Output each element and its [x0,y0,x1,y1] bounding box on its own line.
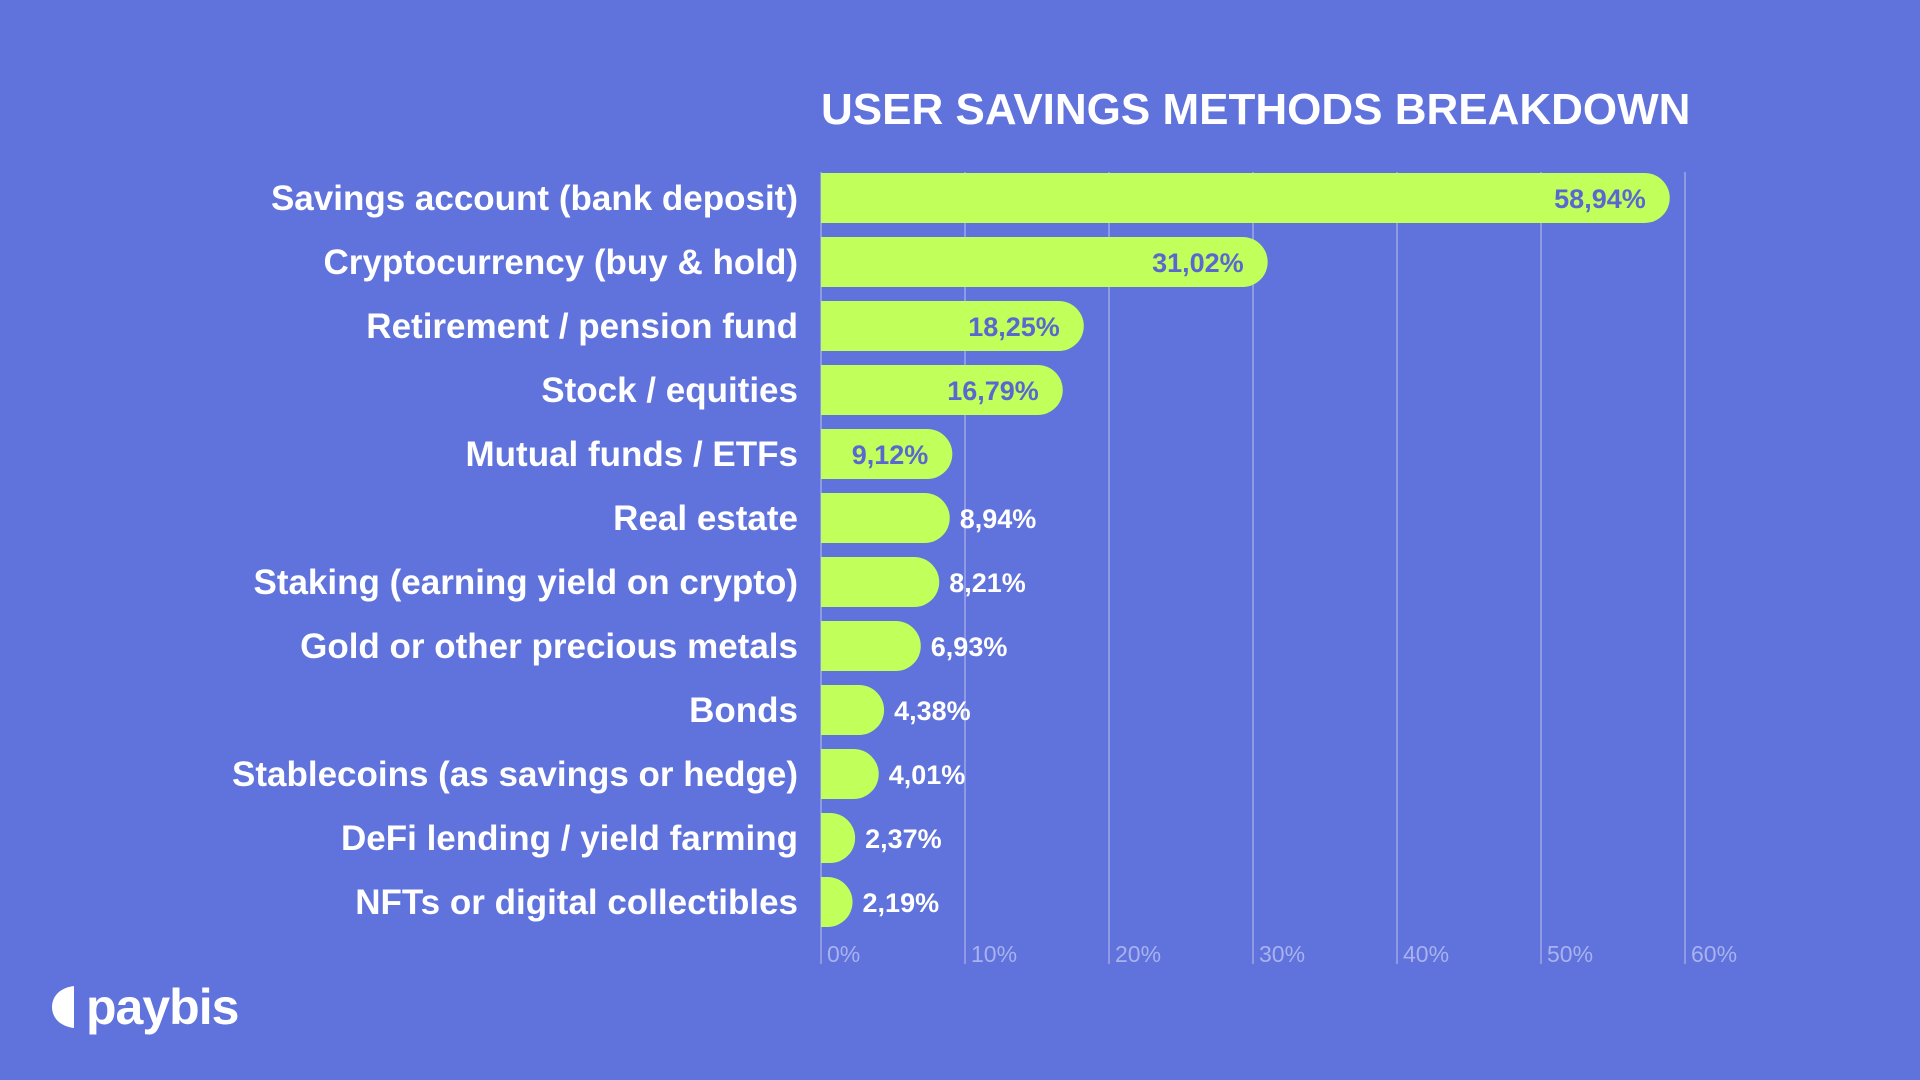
category-label: Savings account (bank deposit) [271,179,798,218]
bar [821,621,921,671]
x-tick-label: 10% [971,941,1017,967]
value-label: 16,79% [947,376,1039,406]
value-label: 9,12% [852,440,929,470]
category-label: Gold or other precious metals [300,627,798,666]
bar [821,557,940,607]
paybis-logo-icon [52,986,74,1028]
x-tick-label: 30% [1259,941,1305,967]
category-label: Mutual funds / ETFs [466,435,798,474]
category-label: Stock / equities [541,371,798,410]
bar [821,813,856,863]
category-label: Bonds [689,691,798,730]
x-tick-label: 20% [1115,941,1161,967]
bar [821,237,1268,287]
value-label: 8,94% [960,504,1037,534]
bar [821,877,853,927]
bar [821,685,885,735]
value-label: 6,93% [931,632,1008,662]
bar [821,301,1084,351]
category-label: NFTs or digital collectibles [355,883,798,922]
value-label: 4,38% [894,696,971,726]
value-label: 2,19% [863,888,940,918]
category-label: Cryptocurrency (buy & hold) [324,243,798,282]
value-label: 31,02% [1152,248,1244,278]
x-tick-label: 50% [1547,941,1593,967]
value-labels: 58,94% 31,02% 18,25% 16,79% 9,12% 8,94% 8,21% 6… [852,184,1646,918]
x-tick-label: 0% [827,941,860,967]
category-labels: Savings account (bank deposit) Cryptocurr… [232,179,798,922]
category-label: Retirement / pension fund [366,307,798,346]
value-label: 4,01% [889,760,966,790]
value-label: 18,25% [968,312,1060,342]
paybis-logo: paybis [50,979,239,1035]
category-label: DeFi lending / yield farming [341,819,798,858]
bar [821,365,1063,415]
chart-title: USER SAVINGS METHODS BREAKDOWN [821,85,1690,134]
bar [821,493,950,543]
category-label: Real estate [613,499,798,538]
value-label: 2,37% [865,824,942,854]
category-label: Stablecoins (as savings or hedge) [232,755,798,794]
bar [821,173,1670,223]
category-label: Staking (earning yield on crypto) [253,563,798,602]
value-label: 58,94% [1554,184,1646,214]
x-tick-label: 60% [1691,941,1737,967]
x-tick-label: 40% [1403,941,1449,967]
paybis-logo-text: paybis [86,979,239,1035]
value-label: 8,21% [949,568,1026,598]
bar [821,429,953,479]
bars [821,173,1670,927]
bar [821,749,879,799]
x-axis-ticks: 0% 10% 20% 30% 40% 50% 60% [827,941,1737,967]
